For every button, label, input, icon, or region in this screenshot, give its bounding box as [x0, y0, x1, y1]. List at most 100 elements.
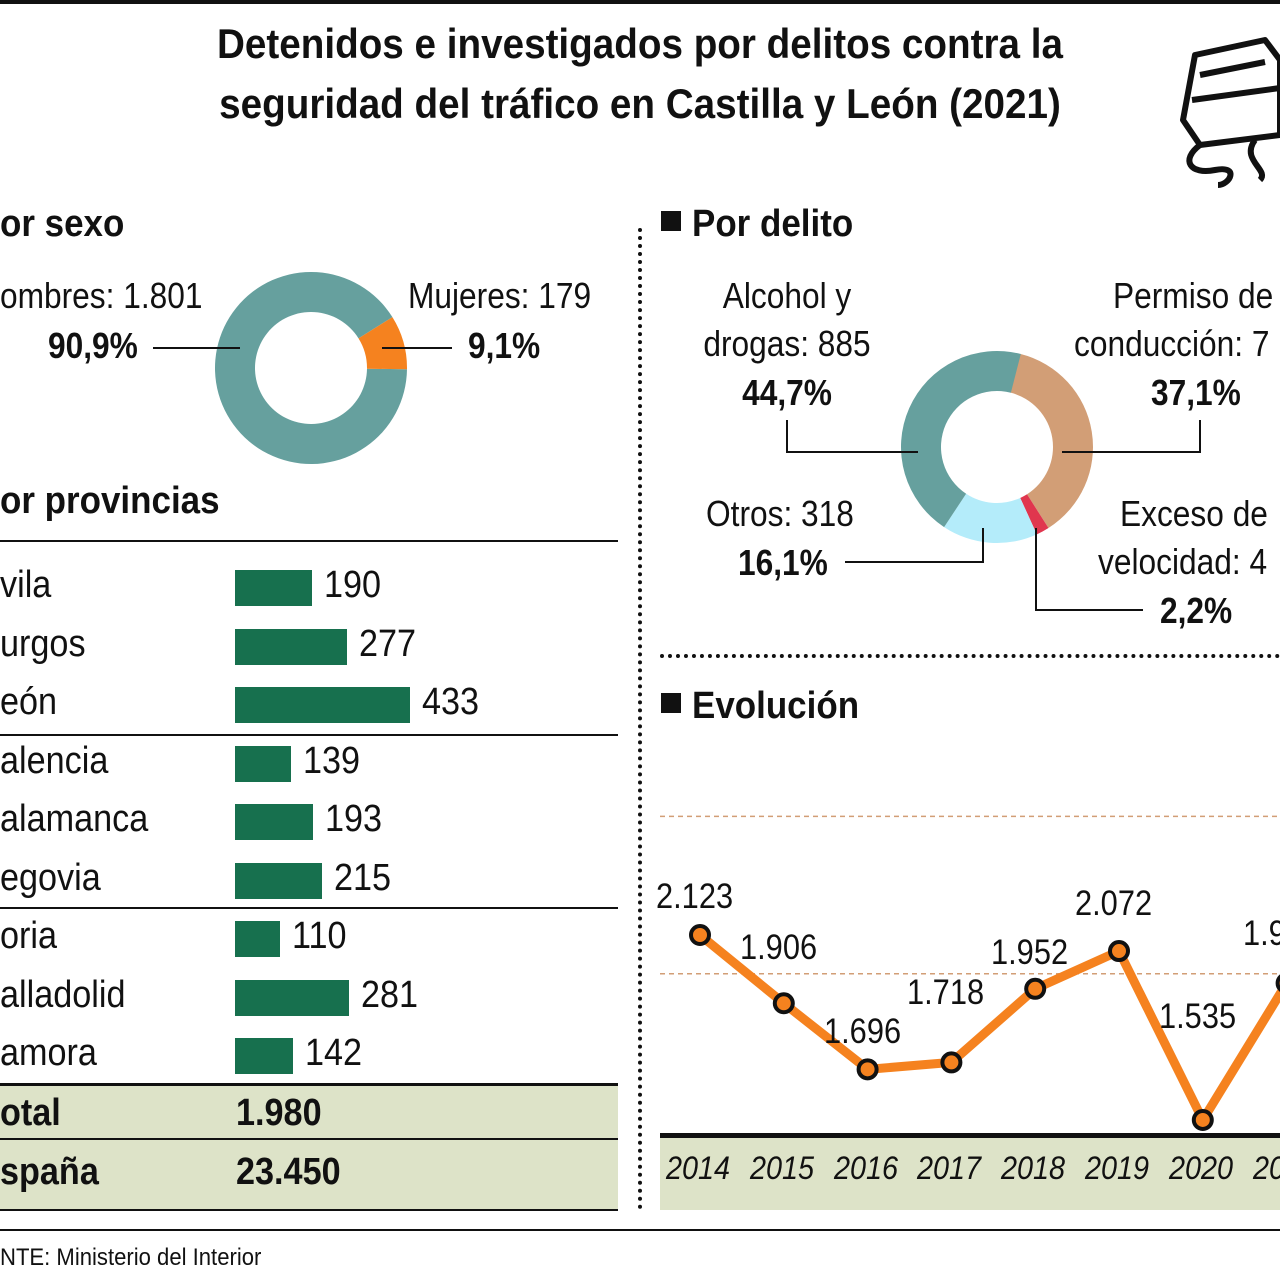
leader-line [1062, 420, 1201, 453]
province-bar [235, 1038, 293, 1074]
title-line-1: Detenidos e investigados por delitos con… [217, 20, 1063, 67]
province-bar [235, 687, 411, 723]
permiso-label-2: conducción: 7 [1074, 323, 1270, 364]
province-value: 281 [360, 973, 418, 1016]
square-bullet-icon [661, 211, 681, 231]
leader-line [845, 528, 984, 563]
data-label: 1.718 [907, 973, 985, 1013]
province-value: 193 [325, 798, 383, 840]
permiso-pct: 37,1% [1151, 372, 1241, 413]
permiso-label-1: Permiso de [1113, 275, 1274, 316]
data-point [772, 992, 795, 1015]
x-tick-label: 2015 [749, 1150, 814, 1186]
data-label: 2.123 [656, 877, 734, 916]
divider [0, 907, 618, 909]
x-tick-label: 2016 [833, 1150, 898, 1186]
donut-slice-permiso [1010, 353, 1093, 529]
hombres-label: ombres: 1.801 [0, 275, 203, 316]
square-bullet-icon [661, 693, 681, 713]
data-point [1024, 977, 1047, 1000]
data-label: 1.535 [1158, 996, 1236, 1036]
total-label: otal [0, 1092, 61, 1134]
mujeres-label: Mujeres: 179 [408, 275, 592, 316]
section-heading-evolucion: Evolución [692, 685, 860, 727]
total-row [0, 1085, 618, 1210]
province-bar [235, 862, 323, 899]
divider [0, 540, 618, 542]
exceso-label-2: velocidad: 4 [1098, 541, 1268, 582]
x-tick-label: 2019 [1085, 1150, 1150, 1186]
donut-slice-otros [944, 493, 1037, 544]
data-label: 2.072 [1075, 884, 1153, 924]
horizontal-dotted-divider [660, 654, 1280, 658]
province-name: oria [0, 915, 58, 957]
x-tick-label: 20 [1252, 1150, 1280, 1186]
alcohol-label-2: drogas: 885 [703, 323, 871, 364]
province-bar [235, 921, 280, 957]
footer-rule [0, 1229, 1280, 1231]
series-line [697, 931, 1280, 1125]
data-label: 1.906 [739, 928, 817, 968]
data-label: 1.696 [823, 1012, 901, 1052]
espana-value: 23.450 [236, 1151, 341, 1193]
x-tick-label: 2017 [917, 1150, 982, 1186]
province-name: amora [0, 1032, 97, 1074]
leader-line [1035, 528, 1143, 611]
data-point [1191, 1108, 1214, 1131]
province-name: alencia [0, 739, 109, 782]
x-tick-label: 2020 [1168, 1150, 1233, 1186]
data-label: 1.9 [1242, 914, 1280, 954]
page-title: Detenidos e investigados por delitos con… [51, 14, 1229, 134]
province-name: alladolid [0, 973, 126, 1016]
otros-label: Otros: 318 [706, 493, 854, 534]
source-note: NTE: Ministerio del Interior [0, 1244, 262, 1271]
espana-label: spaña [0, 1151, 99, 1193]
province-value: 433 [422, 681, 480, 723]
province-bar [235, 628, 348, 665]
divider [0, 1138, 618, 1140]
data-point [856, 1058, 879, 1081]
exceso-pct: 2,2% [1160, 590, 1233, 631]
province-value: 190 [323, 564, 382, 606]
otros-pct: 16,1% [738, 542, 828, 583]
donut-slice-hombres [215, 271, 407, 464]
province-name: eón [0, 681, 58, 723]
donut-slice-mujeres [358, 317, 407, 370]
x-axis-band [660, 1136, 1280, 1210]
section-heading-sexo: or sexo [0, 203, 125, 245]
title-line-2: seguridad del tráfico en Castilla y León… [219, 80, 1061, 127]
province-name: urgos [0, 622, 86, 665]
top-rule [0, 0, 1280, 4]
exceso-label-1: Exceso de [1120, 493, 1268, 534]
divider [0, 1083, 618, 1086]
divider [0, 734, 618, 736]
data-point [1275, 974, 1280, 992]
vertical-dotted-divider [638, 228, 642, 1210]
hombres-pct: 90,9% [48, 325, 138, 366]
province-bar [235, 979, 349, 1016]
data-point [1108, 940, 1130, 963]
section-heading-provincias: or provincias [0, 480, 220, 522]
alcohol-label-1: Alcohol y [722, 275, 852, 316]
province-value: 215 [334, 856, 392, 899]
province-bar [235, 804, 314, 840]
province-value: 139 [303, 739, 361, 782]
mujeres-pct: 9,1% [468, 325, 541, 366]
data-label: 1.952 [991, 932, 1069, 972]
x-tick-label: 2014 [666, 1150, 731, 1186]
province-value: 142 [304, 1032, 362, 1074]
divider [0, 1209, 618, 1211]
province-name: egovia [0, 856, 101, 899]
province-bar [235, 745, 292, 782]
donut-slice-alcohol [901, 351, 1021, 528]
province-value: 110 [291, 915, 347, 957]
x-axis-line [660, 1133, 1280, 1138]
data-point [689, 924, 711, 946]
total-value: 1.980 [236, 1092, 322, 1134]
province-value: 277 [359, 622, 417, 665]
leader-line [786, 420, 918, 453]
province-bar [235, 570, 312, 606]
donut-slice-exceso [1020, 494, 1049, 535]
province-name: alamanca [0, 798, 149, 840]
